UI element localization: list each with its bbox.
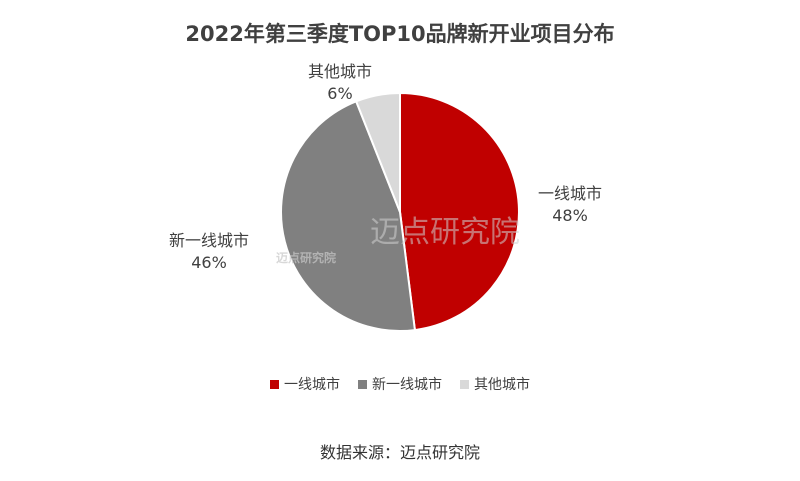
pie-slice-tier1 <box>399 91 520 332</box>
chart-title: 2022年第三季度TOP10品牌新开业项目分布 <box>185 22 615 46</box>
slice-label-value-new-tier1: 46% <box>191 253 227 272</box>
legend-swatch-other <box>460 379 469 389</box>
slice-label-category-new-tier1: 新一线城市 <box>169 231 249 250</box>
legend-item-new-tier1: 新一线城市 <box>358 374 442 394</box>
pie-slices <box>280 91 520 332</box>
legend-label-new-tier1: 新一线城市 <box>372 377 442 393</box>
watermark-text-small: 迈点研究院 <box>276 250 336 265</box>
pie-slice-new-tier1 <box>280 100 417 332</box>
slice-label-category-other: 其他城市 <box>308 62 372 81</box>
slice-label-value-other: 6% <box>327 84 352 103</box>
legend-label-other: 其他城市 <box>474 377 530 393</box>
legend-swatch-new-tier1 <box>358 379 367 389</box>
legend-label-tier1: 一线城市 <box>284 377 340 393</box>
watermark: 迈点研究院 迈点研究院 <box>276 215 520 265</box>
pie-slice-other <box>354 91 401 213</box>
legend: 一线城市 新一线城市 其他城市 <box>0 374 800 394</box>
legend-item-other: 其他城市 <box>460 374 530 394</box>
legend-item-tier1: 一线城市 <box>270 374 340 394</box>
legend-swatch-tier1 <box>270 379 279 389</box>
slice-label-category-tier1: 一线城市 <box>538 184 602 203</box>
watermark-text-large: 迈点研究院 <box>370 215 520 250</box>
slice-labels: 一线城市 48% 新一线城市 46% 其他城市 6% <box>169 62 602 272</box>
source-note: 数据来源：迈点研究院 <box>319 443 480 462</box>
slice-label-value-tier1: 48% <box>552 206 588 225</box>
